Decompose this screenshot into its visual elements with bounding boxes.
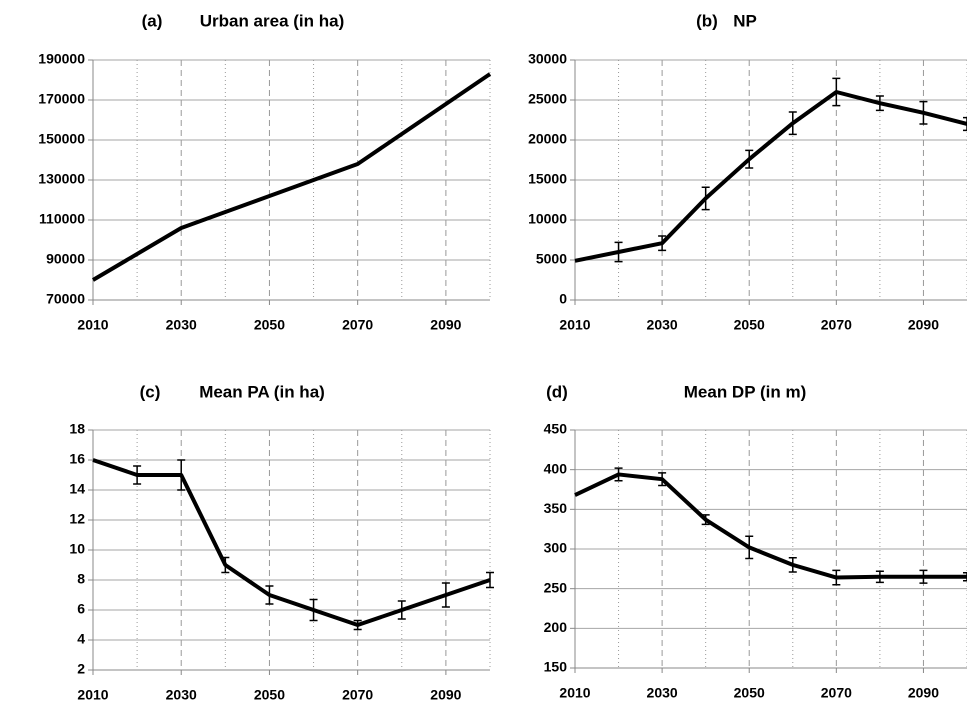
error-bar [614, 467, 623, 482]
y-tick-label: 4 [77, 631, 85, 647]
chart-title: Mean PA (in ha) [199, 382, 325, 401]
error-bar [397, 600, 406, 620]
x-tick-label: 2090 [430, 687, 461, 703]
y-tick-label: 400 [544, 460, 568, 476]
y-tick-label: 450 [544, 421, 568, 437]
error-bar [658, 235, 667, 252]
y-tick-label: 190000 [38, 51, 85, 67]
error-bar [701, 186, 710, 211]
y-tick-label: 16 [69, 451, 85, 467]
y-tick-label: 6 [77, 601, 85, 617]
data-line [92, 458, 491, 627]
panel-label: (a) [142, 11, 163, 30]
x-tick-label: 2070 [342, 687, 373, 703]
error-bar [614, 241, 623, 263]
y-tick-label: 25000 [528, 91, 567, 107]
error-bar [353, 619, 362, 631]
y-tick-label: 200 [544, 619, 568, 635]
y-tick-label: 250 [544, 579, 568, 595]
error-bar [745, 149, 754, 169]
y-tick-label: 15000 [528, 171, 567, 187]
x-tick-label: 2070 [821, 685, 852, 701]
error-bar [701, 514, 710, 526]
data-line [91, 72, 492, 282]
x-tick-label: 2090 [908, 317, 939, 333]
x-tick-label: 2050 [254, 317, 285, 333]
x-tick-label: 2010 [77, 317, 108, 333]
error-bar [745, 535, 754, 560]
error-bar [221, 556, 230, 574]
x-tick-label: 2090 [430, 317, 461, 333]
y-tick-label: 350 [544, 500, 568, 516]
y-tick-label: 8 [77, 571, 85, 587]
error-bar [919, 100, 928, 125]
x-tick-label: 2030 [647, 317, 678, 333]
y-tick-label: 0 [559, 291, 567, 307]
y-tick-label: 12 [69, 511, 85, 527]
error-bar [309, 598, 318, 622]
y-tick-label: 110000 [39, 211, 85, 227]
error-bar [788, 556, 797, 573]
x-tick-label: 2090 [908, 685, 939, 701]
x-tick-label: 2030 [166, 687, 197, 703]
y-tick-label: 170000 [38, 91, 85, 107]
x-tick-label: 2050 [254, 687, 285, 703]
chart-title: Urban area (in ha) [200, 11, 345, 30]
panel-label: (d) [546, 382, 568, 401]
error-bar [658, 472, 667, 487]
error-bar [133, 465, 142, 485]
error-bar [177, 459, 186, 491]
x-tick-label: 2050 [734, 317, 765, 333]
x-tick-label: 2010 [559, 685, 590, 701]
error-bar [963, 116, 967, 132]
error-bar [486, 571, 494, 589]
y-tick-label: 14 [69, 481, 85, 497]
y-tick-label: 18 [69, 421, 85, 437]
y-tick-label: 10 [69, 541, 85, 557]
error-bar [919, 569, 928, 584]
x-tick-label: 2050 [734, 685, 765, 701]
y-tick-label: 30000 [528, 51, 567, 67]
error-bar [441, 582, 450, 608]
x-tick-label: 2010 [77, 687, 108, 703]
x-tick-label: 2030 [166, 317, 197, 333]
error-bar [788, 111, 797, 136]
error-bar [832, 569, 841, 586]
chart-title: Mean DP (in m) [684, 382, 806, 401]
y-tick-label: 150000 [38, 131, 85, 147]
y-tick-label: 150 [544, 659, 568, 675]
y-tick-label: 10000 [528, 211, 567, 227]
error-bar [875, 95, 884, 112]
y-tick-label: 130000 [38, 171, 85, 187]
x-tick-label: 2070 [821, 317, 852, 333]
data-line [574, 472, 967, 580]
x-tick-label: 2010 [559, 317, 590, 333]
x-tick-label: 2030 [647, 685, 678, 701]
y-tick-label: 70000 [46, 291, 85, 307]
y-tick-label: 90000 [46, 251, 85, 267]
x-tick-label: 2070 [342, 317, 373, 333]
error-bar [832, 77, 841, 107]
y-tick-label: 300 [544, 540, 568, 556]
error-bar [265, 585, 274, 605]
y-tick-label: 2 [77, 661, 85, 677]
panel-label: (b) [696, 11, 718, 30]
panel-label: (c) [140, 382, 161, 401]
error-bar [875, 570, 884, 584]
y-tick-label: 20000 [528, 131, 567, 147]
y-tick-label: 5000 [536, 251, 567, 267]
error-bar [963, 572, 967, 582]
chart-title: NP [733, 11, 757, 30]
data-line [574, 90, 967, 263]
